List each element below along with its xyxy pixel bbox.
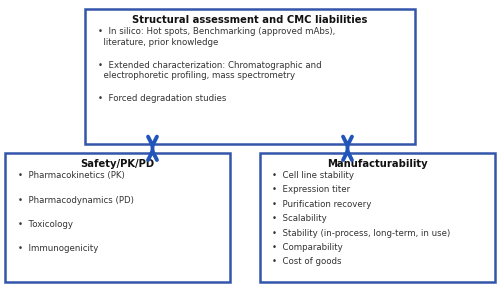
Text: Structural assessment and CMC liabilities: Structural assessment and CMC liabilitie… xyxy=(132,15,368,25)
Text: •  Comparability: • Comparability xyxy=(272,243,343,252)
Text: •  Toxicology: • Toxicology xyxy=(18,220,72,229)
FancyArrowPatch shape xyxy=(343,137,352,160)
FancyArrowPatch shape xyxy=(148,137,157,160)
Bar xyxy=(260,153,495,282)
Text: •  Extended characterization: Chromatographic and
  electrophoretic profiling, m: • Extended characterization: Chromatogra… xyxy=(98,61,321,80)
Text: •  In silico: Hot spots, Benchmarking (approved mAbs),
  literature, prior knowl: • In silico: Hot spots, Benchmarking (ap… xyxy=(98,27,335,47)
Text: •  Stability (in-process, long-term, in use): • Stability (in-process, long-term, in u… xyxy=(272,229,451,238)
Text: Manufacturability: Manufacturability xyxy=(327,159,428,169)
Bar xyxy=(5,153,230,282)
Text: •  Scalability: • Scalability xyxy=(272,214,327,223)
Text: •  Cost of goods: • Cost of goods xyxy=(272,257,342,266)
Text: Safety/PK/PD: Safety/PK/PD xyxy=(80,159,154,169)
Text: •  Cell line stability: • Cell line stability xyxy=(272,171,354,180)
Text: •  Forced degradation studies: • Forced degradation studies xyxy=(98,94,226,103)
Text: •  Pharmacodynamics (PD): • Pharmacodynamics (PD) xyxy=(18,196,134,204)
Text: •  Immunogenicity: • Immunogenicity xyxy=(18,245,98,253)
Text: •  Purification recovery: • Purification recovery xyxy=(272,200,372,209)
Bar xyxy=(85,9,415,144)
Text: •  Pharmacokinetics (PK): • Pharmacokinetics (PK) xyxy=(18,171,124,180)
Text: •  Expression titer: • Expression titer xyxy=(272,185,350,194)
